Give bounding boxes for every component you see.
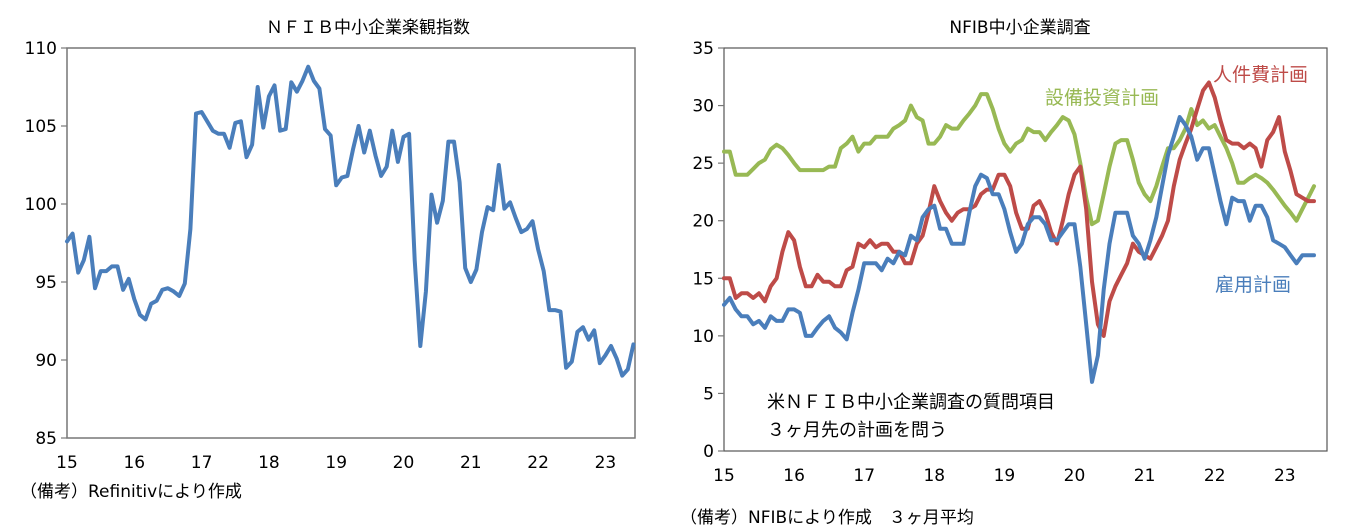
y-tick-label: 85: [35, 429, 57, 449]
legend-compensation-plan: 人件費計画: [1213, 64, 1308, 86]
series-line-1: [722, 80, 1316, 338]
left-chart-title: ＮＦＩＢ中小企業楽観指数: [266, 18, 470, 38]
legend-hiring-plan: 雇用計画: [1215, 274, 1291, 296]
right-plot-area: [723, 47, 1328, 452]
right-source-note: （備考）NFIBにより作成 ３ヶ月平均: [680, 508, 974, 528]
y-tick-label: 15: [692, 269, 714, 289]
x-tick-label: 18: [258, 453, 280, 473]
right-chart: NFIB中小企業調査 0 5 10 15 20 25 30 35 15 16 17 18 19 20 21…: [680, 18, 1328, 528]
series-line-0: [722, 92, 1316, 227]
y-tick-label: 30: [692, 97, 714, 117]
x-tick-label: 18: [923, 466, 945, 486]
y-tick-label: 5: [703, 384, 714, 404]
x-tick-label: 22: [527, 453, 549, 473]
x-tick-label: 20: [1064, 466, 1086, 486]
x-tick-label: 22: [1204, 466, 1226, 486]
x-tick-label: 21: [1134, 466, 1156, 486]
annotation-line-2: ３ヶ月先の計画を問う: [767, 420, 947, 441]
x-tick-label: 21: [460, 453, 482, 473]
y-tick-label: 90: [35, 351, 57, 371]
y-tick-label: 100: [25, 195, 57, 215]
x-tick-label: 15: [56, 453, 78, 473]
x-tick-label: 23: [595, 453, 617, 473]
series-line-0: [65, 64, 636, 378]
annotation-line-1: 米ＮＦＩＢ中小企業調査の質問項目: [767, 392, 1055, 413]
x-tick-label: 19: [325, 453, 347, 473]
x-tick-label: 17: [853, 466, 875, 486]
y-tick-label: 95: [35, 273, 57, 293]
x-tick-label: 19: [994, 466, 1016, 486]
y-tick-label: 105: [25, 117, 57, 137]
left-source-note: （備考）Refinitivにより作成: [20, 482, 242, 502]
x-tick-label: 16: [123, 453, 145, 473]
right-chart-title: NFIB中小企業調査: [949, 18, 1090, 38]
x-tick-label: 20: [393, 453, 415, 473]
series-line-2: [722, 115, 1316, 384]
x-tick-label: 16: [783, 466, 805, 486]
y-tick-label: 20: [692, 212, 714, 232]
x-tick-label: 23: [1274, 466, 1296, 486]
y-tick-label: 35: [692, 39, 714, 59]
x-tick-label: 15: [713, 466, 735, 486]
y-tick-label: 10: [692, 327, 714, 347]
left-plot-area: [66, 47, 636, 439]
x-tick-label: 17: [191, 453, 213, 473]
y-tick-label: 25: [692, 154, 714, 174]
y-tick-label: 110: [25, 39, 57, 59]
left-chart: ＮＦＩＢ中小企業楽観指数 85 90 95 100 105 110 15 16 17 18 19 2…: [20, 18, 636, 502]
legend-capex-plan: 設備投資計画: [1045, 87, 1159, 109]
y-tick-label: 0: [703, 442, 714, 462]
